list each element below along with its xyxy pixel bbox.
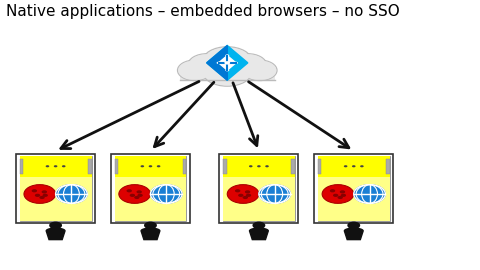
Circle shape <box>245 190 250 194</box>
Circle shape <box>43 194 48 197</box>
FancyBboxPatch shape <box>115 156 186 177</box>
FancyBboxPatch shape <box>318 156 390 221</box>
Circle shape <box>257 165 261 167</box>
FancyBboxPatch shape <box>183 159 186 174</box>
Circle shape <box>127 189 132 193</box>
Circle shape <box>144 222 157 229</box>
Circle shape <box>178 60 211 80</box>
Circle shape <box>249 165 252 167</box>
Circle shape <box>225 69 229 71</box>
Circle shape <box>238 194 243 197</box>
FancyBboxPatch shape <box>291 159 295 174</box>
Circle shape <box>134 196 140 199</box>
Circle shape <box>137 194 143 197</box>
Polygon shape <box>344 228 363 239</box>
Circle shape <box>119 185 150 203</box>
FancyBboxPatch shape <box>111 154 190 223</box>
Circle shape <box>330 189 335 193</box>
Circle shape <box>229 54 266 76</box>
FancyBboxPatch shape <box>20 177 92 221</box>
Circle shape <box>42 190 47 194</box>
Text: Native applications – embedded browsers – no SSO: Native applications – embedded browsers … <box>6 4 400 19</box>
Circle shape <box>24 185 56 203</box>
FancyBboxPatch shape <box>115 159 118 174</box>
FancyBboxPatch shape <box>20 159 24 174</box>
Circle shape <box>360 165 364 167</box>
Circle shape <box>227 185 259 203</box>
Circle shape <box>35 194 40 197</box>
Circle shape <box>203 47 252 76</box>
FancyBboxPatch shape <box>314 154 393 223</box>
FancyBboxPatch shape <box>318 177 390 221</box>
Circle shape <box>62 165 66 167</box>
Polygon shape <box>141 228 160 239</box>
FancyBboxPatch shape <box>223 159 227 174</box>
Circle shape <box>225 54 229 57</box>
Circle shape <box>352 165 356 167</box>
Circle shape <box>203 47 252 76</box>
Circle shape <box>188 54 226 76</box>
Circle shape <box>234 62 238 64</box>
FancyBboxPatch shape <box>318 156 390 177</box>
Circle shape <box>354 185 385 203</box>
Circle shape <box>46 165 49 167</box>
FancyBboxPatch shape <box>20 156 92 221</box>
Circle shape <box>149 165 152 167</box>
FancyBboxPatch shape <box>115 156 186 221</box>
Circle shape <box>243 60 276 80</box>
Circle shape <box>228 54 266 76</box>
FancyBboxPatch shape <box>223 177 295 221</box>
Circle shape <box>32 189 37 193</box>
FancyBboxPatch shape <box>115 177 186 221</box>
Circle shape <box>242 196 248 199</box>
FancyBboxPatch shape <box>386 159 390 174</box>
Circle shape <box>340 190 345 194</box>
Circle shape <box>265 165 269 167</box>
FancyBboxPatch shape <box>16 154 95 223</box>
Polygon shape <box>250 228 268 239</box>
Circle shape <box>189 54 225 76</box>
FancyBboxPatch shape <box>88 159 92 174</box>
Circle shape <box>157 165 160 167</box>
Circle shape <box>130 194 135 197</box>
Circle shape <box>259 185 290 203</box>
Polygon shape <box>207 45 227 80</box>
FancyBboxPatch shape <box>20 156 92 177</box>
Circle shape <box>203 57 252 86</box>
Circle shape <box>49 222 62 229</box>
Circle shape <box>341 194 346 197</box>
FancyBboxPatch shape <box>219 154 299 223</box>
Circle shape <box>178 60 212 80</box>
Circle shape <box>54 165 58 167</box>
Circle shape <box>242 60 277 80</box>
Circle shape <box>252 222 265 229</box>
Circle shape <box>203 57 252 86</box>
Circle shape <box>136 190 142 194</box>
FancyBboxPatch shape <box>180 70 275 80</box>
Circle shape <box>224 61 230 65</box>
Circle shape <box>348 222 360 229</box>
Circle shape <box>337 196 343 199</box>
Circle shape <box>235 189 240 193</box>
Circle shape <box>39 196 45 199</box>
Circle shape <box>150 185 182 203</box>
Circle shape <box>322 185 354 203</box>
FancyBboxPatch shape <box>223 156 295 177</box>
Circle shape <box>333 194 338 197</box>
Polygon shape <box>46 228 65 239</box>
Circle shape <box>246 194 251 197</box>
Polygon shape <box>218 56 236 70</box>
Circle shape <box>344 165 348 167</box>
FancyBboxPatch shape <box>223 156 295 221</box>
Circle shape <box>56 185 87 203</box>
Circle shape <box>141 165 144 167</box>
Circle shape <box>216 62 221 64</box>
Polygon shape <box>207 45 248 80</box>
FancyBboxPatch shape <box>318 159 322 174</box>
